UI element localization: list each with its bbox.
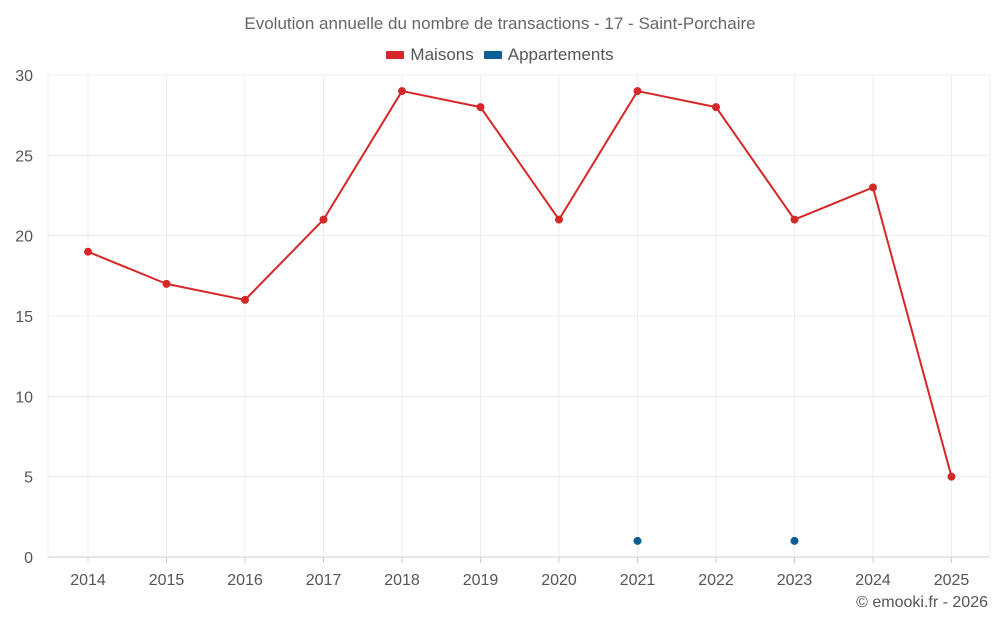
x-tick-label: 2015: [149, 572, 185, 589]
y-tick-label: 20: [15, 229, 33, 246]
data-point-appartements: [633, 536, 642, 545]
data-point-maisons: [947, 472, 956, 481]
y-tick-label: 15: [15, 309, 33, 326]
data-point-maisons: [84, 247, 92, 256]
x-tick-label: 2019: [463, 572, 499, 589]
y-tick-label: 5: [24, 470, 33, 487]
data-point-maisons: [162, 279, 171, 288]
data-point-maisons: [869, 183, 877, 192]
chart-title: Evolution annuelle du nombre de transact…: [244, 14, 756, 33]
legend-item-maisons[interactable]: Maisons: [386, 45, 474, 65]
data-point-appartements: [790, 536, 799, 545]
y-tick-label: 25: [15, 148, 33, 165]
data-point-maisons: [476, 103, 485, 112]
y-tick-label: 30: [15, 68, 33, 85]
legend-swatch-maisons: [386, 51, 405, 59]
y-tick-label: 0: [24, 550, 33, 567]
x-tick-label: 2025: [934, 572, 970, 589]
series-line-maisons: [87, 90, 953, 477]
x-tick-label: 2017: [306, 572, 342, 589]
x-tick-label: 2014: [70, 572, 106, 589]
credit: © emooki.fr - 2026: [856, 594, 988, 611]
data-point-maisons: [555, 215, 563, 224]
data-point-maisons: [790, 215, 799, 224]
data-point-maisons: [712, 103, 720, 112]
x-tick-label: 2018: [384, 572, 420, 589]
legend-item-appartements[interactable]: Appartements: [483, 45, 614, 65]
data-point-maisons: [398, 87, 406, 96]
data-point-maisons: [633, 87, 642, 96]
x-tick-label: 2016: [227, 572, 263, 589]
x-tick-label: 2021: [620, 572, 656, 589]
data-point-maisons: [319, 215, 328, 224]
legend-label-appartements: Appartements: [507, 45, 614, 64]
legend-label-maisons: Maisons: [410, 45, 474, 64]
y-tick-label: 10: [15, 389, 33, 406]
legend: Maisons Appartements: [0, 45, 1000, 65]
x-tick-label: 2023: [777, 572, 813, 589]
data-point-maisons: [241, 295, 249, 304]
x-tick-label: 2024: [855, 572, 891, 589]
x-tick-label: 2022: [698, 572, 734, 589]
legend-swatch-appartements: [483, 51, 502, 59]
x-tick-label: 2020: [541, 572, 577, 589]
